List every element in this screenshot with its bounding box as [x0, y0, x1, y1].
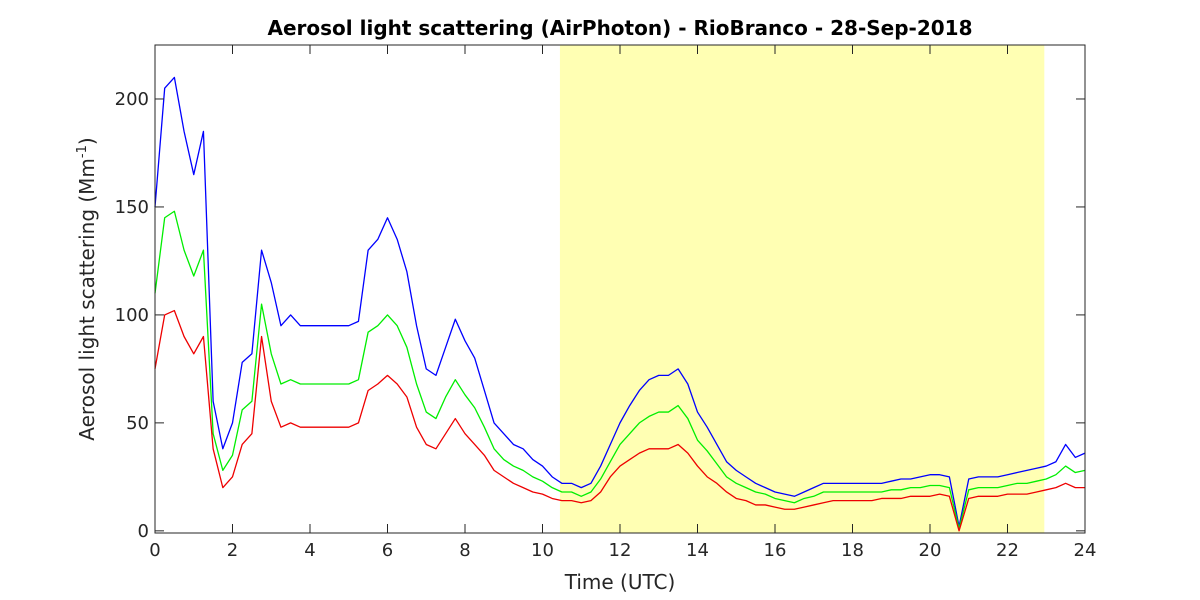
x-tick-label: 8: [459, 540, 470, 561]
x-tick-label: 16: [764, 540, 787, 561]
x-tick-label: 14: [686, 540, 709, 561]
y-tick-label: 100: [115, 305, 149, 326]
x-tick-label: 24: [1074, 540, 1097, 561]
x-tick-label: 20: [919, 540, 942, 561]
data-line: [154, 309, 1085, 532]
x-tick-label: 6: [382, 540, 393, 561]
x-tick-label: 0: [149, 540, 160, 561]
y-tick-label: 0: [138, 521, 149, 542]
y-tick-label: 50: [126, 413, 149, 434]
y-tick-label: 200: [115, 89, 149, 110]
y-tick-label: 150: [115, 197, 149, 218]
chart-title: Aerosol light scattering (AirPhoton) - R…: [268, 16, 973, 40]
shaded-region: [559, 45, 1045, 533]
data-line: [154, 210, 1086, 530]
x-tick-label: 22: [996, 540, 1019, 561]
y-label-sup: -1: [75, 145, 90, 158]
x-tick-label: 4: [304, 540, 315, 561]
x-tick-label: 18: [841, 540, 864, 561]
y-axis-label: Aerosol light scattering (Mm-1): [75, 137, 99, 440]
y-label-end: ): [75, 137, 99, 145]
data-line: [154, 76, 1086, 528]
x-tick-label: 12: [609, 540, 632, 561]
x-tick-label: 2: [227, 540, 238, 561]
y-label-text: Aerosol light scattering (Mm: [75, 158, 99, 441]
x-axis-label: Time (UTC): [564, 570, 676, 594]
x-tick-label: 10: [531, 540, 554, 561]
